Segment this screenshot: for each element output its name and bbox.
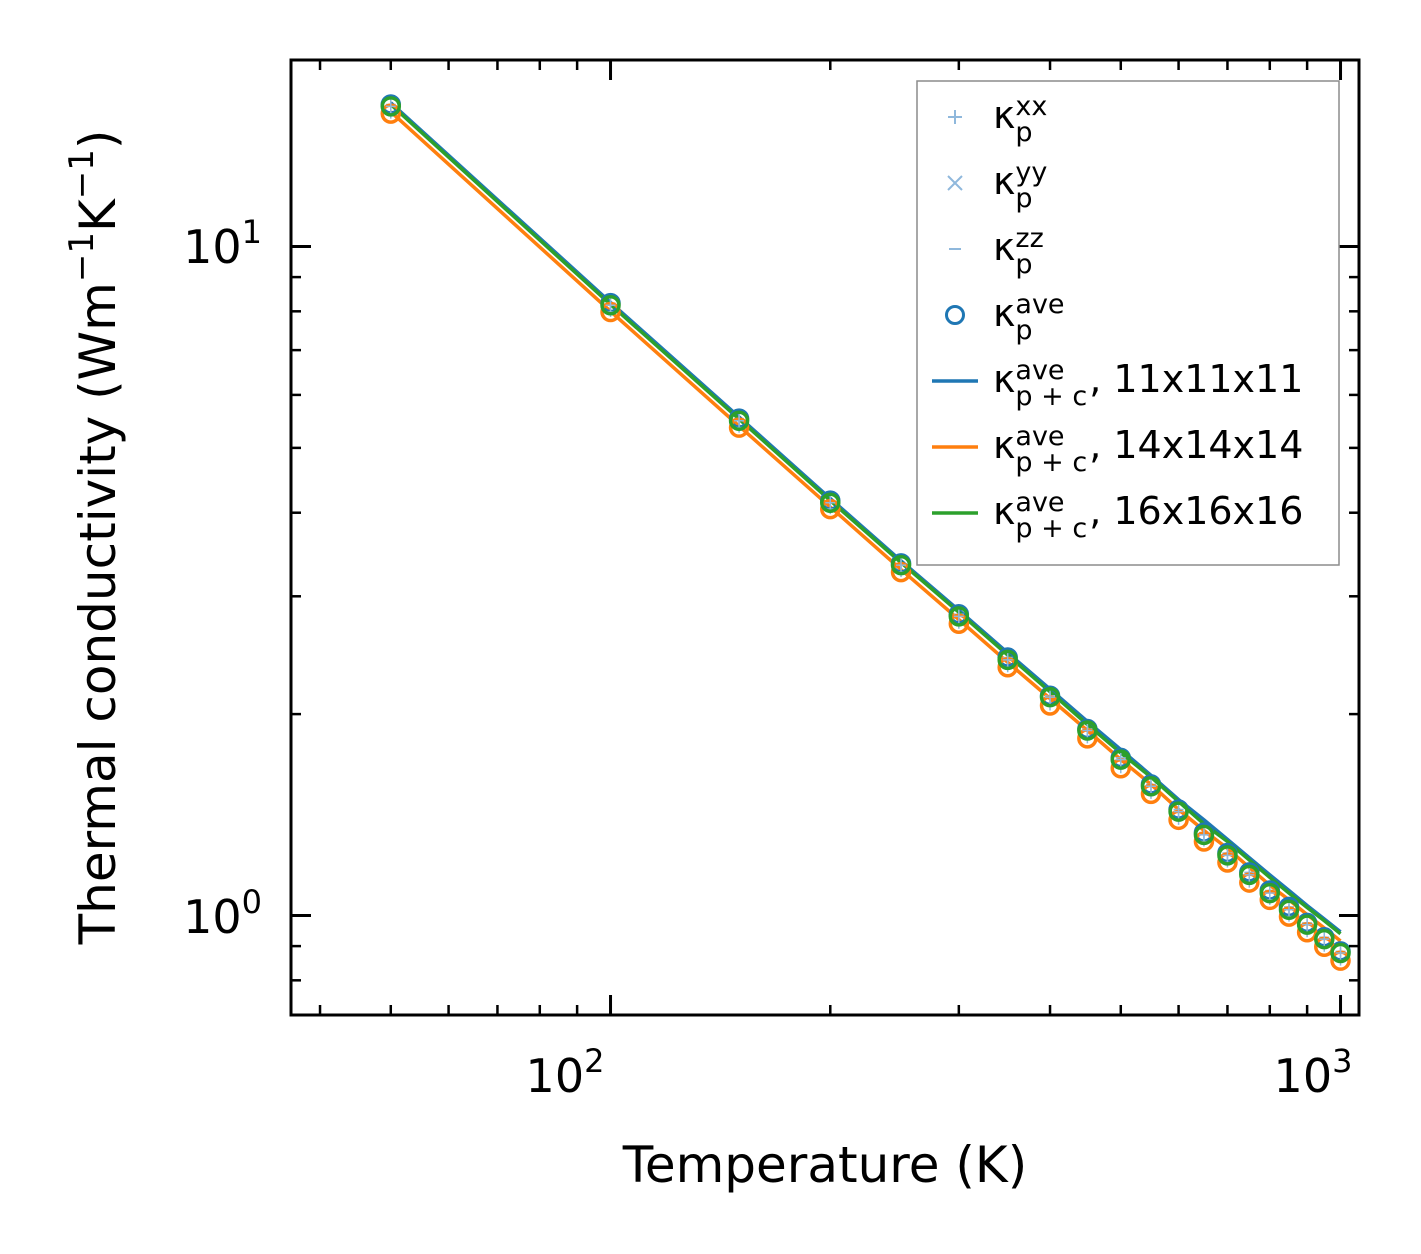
legend-label-11x11x11: κave p + c, 11x11x11 [993, 355, 1303, 412]
y-axis-label: Thermal conductivity (Wm−1K−1) [62, 130, 127, 946]
data-point-16x16x16-200 [820, 492, 841, 513]
data-point-16x16x16-1000 [1330, 942, 1351, 964]
data-point-16x16x16-100 [600, 294, 621, 316]
data-point-16x16x16-800 [1259, 882, 1281, 904]
data-point-16x16x16-650 [1193, 824, 1215, 846]
data-point-16x16x16-750 [1239, 864, 1260, 886]
data-point-16x16x16-950 [1314, 928, 1335, 950]
y-tick-label-1: 100 [183, 883, 262, 944]
data-point-16x16x16-550 [1140, 776, 1162, 797]
data-point-16x16x16-250 [890, 554, 912, 576]
legend-label-14x14x14: κave p + c, 14x14x14 [993, 421, 1303, 478]
data-point-16x16x16-350 [997, 649, 1018, 671]
x-tick-label-100: 102 [526, 1042, 605, 1103]
legend-marker-1 [947, 175, 963, 191]
y-tick-label-10: 101 [183, 213, 262, 274]
x-axis-label: Temperature (K) [622, 1136, 1027, 1194]
legend-label-kappa-zz: κzz p [993, 223, 1044, 280]
data-point-16x16x16-700 [1217, 845, 1238, 866]
series-line-16x16x16 [389, 103, 1342, 936]
data-point-16x16x16-450 [1077, 720, 1098, 741]
data-point-16x16x16-850 [1278, 899, 1300, 920]
data-point-16x16x16-500 [1110, 749, 1132, 770]
legend: κxx p κyy p κzz p κave p κave p + c, 11x11x11… [916, 80, 1340, 566]
legend-marker-0 [948, 110, 962, 124]
data-point-16x16x16-50 [380, 96, 402, 117]
axis-ticks [291, 60, 1359, 1015]
legend-box [916, 80, 1340, 566]
axes-frame [289, 58, 1361, 1017]
data-point-16x16x16-600 [1168, 801, 1189, 822]
legend-label-kappa-xx: κxx p [993, 91, 1047, 148]
x-tick-label-1000: 103 [1274, 1042, 1353, 1103]
data-point-16x16x16-400 [1039, 686, 1061, 708]
data-point-16x16x16-300 [948, 606, 970, 627]
legend-label-kappa-yy: κyy p [993, 157, 1047, 214]
data-point-16x16x16-900 [1296, 914, 1318, 935]
legend-marker-3 [945, 305, 965, 325]
legend-label-kappa-ave: κave p [993, 289, 1065, 346]
plot-area [380, 94, 1351, 971]
data-point-16x16x16-150 [728, 410, 750, 431]
legend-label-16x16x16: κave p + c, 16x16x16 [993, 487, 1303, 544]
